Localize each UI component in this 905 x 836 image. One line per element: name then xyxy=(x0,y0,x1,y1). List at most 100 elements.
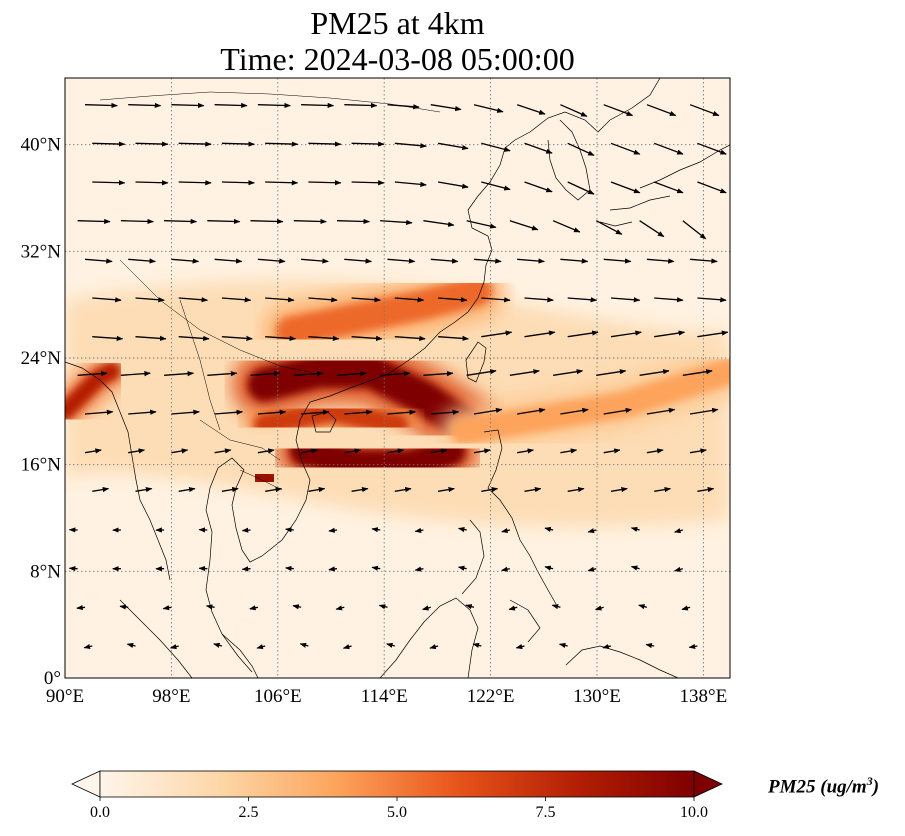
wind-vector xyxy=(249,605,259,611)
wind-vector xyxy=(387,409,416,415)
wind-vector xyxy=(92,486,110,493)
wind-vector xyxy=(682,220,707,240)
x-axis-ticks: 90°E 98°E 106°E 114°E 122°E 130°E 138°E xyxy=(46,686,727,707)
wind-vector xyxy=(342,644,352,650)
wind-vector xyxy=(214,102,248,109)
wind-vector xyxy=(371,527,381,533)
wind-vector xyxy=(524,330,556,338)
wind-vector xyxy=(92,335,124,341)
colorbar-tick-label: 10.0 xyxy=(680,804,708,821)
wind-vector xyxy=(171,448,189,454)
wind-vector xyxy=(423,220,455,227)
coastline-taiwan xyxy=(465,341,487,383)
colorbar-tick-label: 2.5 xyxy=(239,804,259,821)
wind-vector xyxy=(257,409,287,415)
coastline-east-asia xyxy=(371,78,661,381)
wind-vector xyxy=(429,644,439,650)
wind-vector xyxy=(301,102,335,109)
colorbar-tick-label: 7.5 xyxy=(536,804,556,821)
wind-vector xyxy=(465,604,475,610)
wind-vector xyxy=(515,644,525,650)
wind-vector xyxy=(394,297,425,303)
wind-vector xyxy=(596,369,627,376)
wind-vector xyxy=(120,371,151,377)
wind-vector xyxy=(84,258,113,264)
wind-vector xyxy=(603,104,634,117)
wind-vector xyxy=(293,371,324,377)
wind-vector xyxy=(351,335,383,341)
wind-vector xyxy=(257,258,286,264)
wind-vector xyxy=(328,566,338,572)
wind-vector xyxy=(524,486,542,493)
wind-vector xyxy=(481,142,511,152)
wind-vector xyxy=(560,448,578,454)
wind-vector xyxy=(422,605,431,611)
wind-vector xyxy=(378,604,388,610)
wind-vector xyxy=(437,181,469,189)
wind-vector xyxy=(430,409,460,415)
wind-vector xyxy=(472,642,482,648)
wind-vector xyxy=(610,181,641,194)
y-tick-label: 24°N xyxy=(21,348,62,369)
wind-vector xyxy=(292,604,302,610)
wind-vector xyxy=(128,102,162,109)
wind-vector xyxy=(473,448,491,454)
wind-vector xyxy=(473,258,502,264)
wind-vector xyxy=(516,104,546,115)
wind-vector xyxy=(430,258,459,264)
country-borders xyxy=(99,91,441,491)
wind-vector xyxy=(387,258,416,264)
wind-vector xyxy=(250,371,281,377)
wind-vector xyxy=(328,527,338,533)
wind-vector xyxy=(394,335,426,341)
wind-vector xyxy=(610,486,628,493)
wind-vector xyxy=(517,448,535,454)
wind-vector xyxy=(645,643,655,649)
wind-vector xyxy=(689,407,719,415)
wind-vector xyxy=(221,486,239,493)
wind-vector xyxy=(682,369,713,376)
wind-vector xyxy=(92,141,126,147)
wind-vector xyxy=(603,407,633,415)
wind-vector xyxy=(481,297,511,303)
plume-indochina-patch xyxy=(246,464,283,492)
x-tick-label: 98°E xyxy=(152,686,190,707)
wind-vector xyxy=(595,220,623,235)
wind-vector xyxy=(603,448,621,454)
wind-vector xyxy=(653,142,684,155)
wind-vector xyxy=(308,486,326,493)
y-tick-label: 0° xyxy=(44,668,61,689)
wind-vector xyxy=(77,371,108,377)
wind-vector xyxy=(386,642,395,648)
wind-vector xyxy=(135,180,169,186)
x-tick-label: 106°E xyxy=(254,686,302,707)
wind-vector xyxy=(481,486,499,493)
wind-vector xyxy=(438,297,468,303)
coastline-borneo xyxy=(379,597,479,678)
wind-vector xyxy=(308,335,340,341)
wind-vector xyxy=(394,486,412,493)
wind-vector xyxy=(285,565,294,572)
wind-vector xyxy=(654,330,686,338)
wind-vector xyxy=(558,642,568,649)
wind-vector xyxy=(128,448,146,454)
wind-vector xyxy=(221,297,252,303)
wind-vector xyxy=(630,565,640,571)
wind-vector xyxy=(128,258,156,264)
wind-vector xyxy=(387,448,405,454)
x-tick-label: 138°E xyxy=(680,686,728,707)
wind-vector xyxy=(92,180,126,186)
wind-vector xyxy=(265,335,297,341)
wind-vector xyxy=(221,141,255,147)
wind-vector xyxy=(690,258,718,264)
wind-vector xyxy=(301,409,330,415)
colorbar-extend-low xyxy=(71,770,101,798)
wind-vector xyxy=(457,565,467,571)
colorbar-extend-high xyxy=(693,770,723,798)
coastlines xyxy=(65,78,730,678)
wind-vector xyxy=(414,566,424,572)
wind-vector xyxy=(351,486,369,493)
wind-vector xyxy=(501,566,511,572)
coastline-philippines xyxy=(461,429,557,643)
map-area[interactable] xyxy=(65,78,730,678)
